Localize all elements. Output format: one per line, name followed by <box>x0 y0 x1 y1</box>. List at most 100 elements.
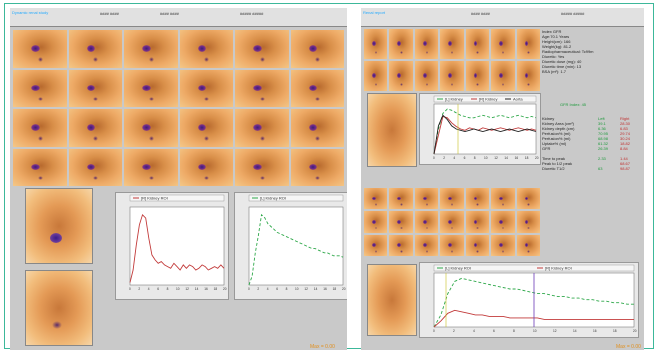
x-tick-label: 2 <box>443 156 445 160</box>
x-tick-label: 0 <box>433 329 435 333</box>
kidney-blob <box>142 163 151 171</box>
kidney-blob <box>197 163 207 171</box>
bladder-blob <box>259 57 265 62</box>
x-tick-label: 18 <box>613 329 617 333</box>
legend-box <box>433 95 537 103</box>
frame-tile <box>68 109 122 147</box>
kidney-blob <box>448 196 452 201</box>
frame-tile <box>389 61 413 91</box>
bladder-blob <box>425 82 428 87</box>
frame-tile <box>235 109 289 147</box>
table-row: GFR 26.39 8.84 <box>542 146 642 151</box>
x-tick-label: 16 <box>323 287 327 291</box>
x-tick-label: 12 <box>553 329 557 333</box>
frame-tile <box>364 234 388 256</box>
table-cell: Time to peak <box>542 156 565 161</box>
table-cell: 68.67 <box>620 161 631 166</box>
frame-tile <box>516 29 540 59</box>
kidney-blob <box>253 84 262 92</box>
left-max-label: Max = 0.00 <box>310 344 335 350</box>
left-panel: Dynamic renal study #### #### #### #### … <box>10 8 347 350</box>
frame-tile <box>13 148 67 186</box>
bladder-blob <box>259 175 265 180</box>
x-tick-label: 8 <box>513 329 515 333</box>
bladder-blob <box>527 250 530 253</box>
legend-label: [R] Kidney <box>479 97 497 102</box>
chart-renogram-bottom-svg: [L] Kidney ROI [R] Kidney ROI 0 2 4 6 8 10 12 14 1… <box>433 264 637 333</box>
bladder-blob <box>315 136 321 141</box>
table-cell: Perfusion% (ml) <box>542 131 571 136</box>
table-cell: GFR <box>542 146 551 151</box>
bladder-blob <box>37 136 43 141</box>
bladder-blob <box>400 226 403 230</box>
kidney-blob <box>499 219 503 224</box>
bladder-blob <box>148 96 154 101</box>
frame-tile <box>364 61 388 91</box>
table-cell: Left <box>598 116 605 121</box>
frame-tile <box>13 30 67 68</box>
right-header-title: Renal report <box>363 10 386 15</box>
table-cell: 68.98 <box>598 136 609 141</box>
chart-right-kidney-svg: [R] Kidney ROI 0 2 4 6 8 10 12 14 16 18 20 <box>129 194 227 291</box>
frame-tile <box>364 29 388 59</box>
table-row: Perfusion% (ml) 68.98 30.24 <box>542 136 642 141</box>
kidney-blob <box>371 219 376 224</box>
kidney-blob <box>371 73 376 79</box>
bladder-blob <box>400 250 403 253</box>
renal-table: Kidney Left Right Kidney Area (cm²) 39.1 28.3… <box>542 116 642 171</box>
x-tick-label: 12 <box>304 287 308 291</box>
bladder-blob <box>374 250 378 253</box>
kidney-blob <box>422 41 427 47</box>
kidney-blob <box>31 124 40 131</box>
frame-tile <box>124 109 178 147</box>
frame-tile <box>440 211 464 233</box>
gfr-label: GFR Index: 45 <box>560 102 587 107</box>
table-row: Time to peak 2.33 1.44 <box>542 156 642 161</box>
frame-tile <box>414 61 439 91</box>
bladder-blob <box>93 57 99 62</box>
frame-tile <box>364 211 388 233</box>
kidney-blob <box>422 73 427 79</box>
x-tick-label: 14 <box>314 287 318 291</box>
x-tick-label: 16 <box>593 329 597 333</box>
bladder-blob <box>259 136 265 141</box>
info-line: Radiopharmaceutical: Tc99m <box>542 49 594 54</box>
x-tick-label: 6 <box>464 156 466 160</box>
series-line <box>433 115 537 155</box>
x-tick-label: 18 <box>525 156 529 160</box>
kidney-blob <box>142 45 151 52</box>
bladder-blob <box>374 203 378 206</box>
bladder-blob <box>476 203 479 206</box>
frame-tile <box>491 211 515 233</box>
x-tick-label: 6 <box>157 287 159 291</box>
legend-label: [L] Kidney ROI <box>260 196 286 201</box>
frame-tile <box>516 188 540 210</box>
left-header-title: Dynamic renal study <box>12 10 49 15</box>
table-cell: 61.32 <box>598 141 609 146</box>
x-tick-label: 18 <box>333 287 337 291</box>
info-line: Diuretic time (min): 13 <box>542 64 582 69</box>
kidney-blob <box>473 219 478 224</box>
frame-tile <box>124 30 178 68</box>
table-cell: 1.44 <box>620 156 628 161</box>
table-cell: 18.82 <box>620 141 631 146</box>
left-summary-image-bottom <box>25 270 93 346</box>
bladder-blob <box>148 136 154 141</box>
bladder-blob <box>400 82 403 87</box>
table-row: Kidney depth (cm) 6.36 6.83 <box>542 126 642 131</box>
x-tick-label: 14 <box>195 287 199 291</box>
bladder-blob <box>204 136 210 141</box>
x-tick-label: 20 <box>223 287 227 291</box>
frame-tile <box>235 148 289 186</box>
table-cell: Uptake% (ml) <box>542 141 567 146</box>
right-max-label: Max = 0.00 <box>616 344 641 350</box>
frame-tile <box>465 211 490 233</box>
kidney-blob <box>371 196 376 201</box>
table-cell: 2.33 <box>598 156 606 161</box>
info-line: Age:70.1 Years <box>542 34 570 39</box>
x-tick-label: 6 <box>276 287 278 291</box>
table-row: Perfusion% (ml) 70.95 29.74 <box>542 131 642 136</box>
x-tick-label: 16 <box>204 287 208 291</box>
x-tick-label: 8 <box>474 156 476 160</box>
plot-area <box>248 206 344 286</box>
